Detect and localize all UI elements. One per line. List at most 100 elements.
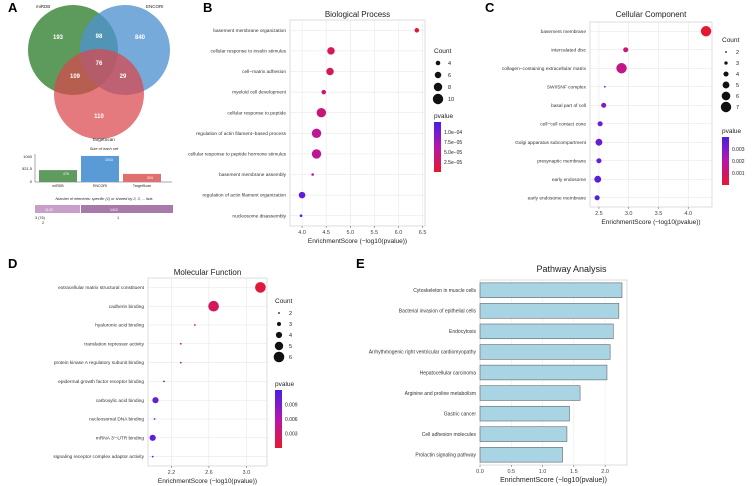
data-point	[311, 128, 322, 139]
term-label: nucleosome disassembly	[232, 213, 286, 219]
data-point	[596, 158, 602, 164]
size-legend-label: 3	[736, 61, 739, 67]
data-point	[153, 418, 156, 420]
shared-elements-bar-2	[35, 205, 80, 213]
size-legend-dot	[278, 312, 280, 314]
color-legend-title: pvalue	[434, 113, 454, 120]
pathway-bar	[479, 447, 563, 463]
pathway-label: Prolactin signaling pathway	[415, 453, 476, 459]
term-label: cellular response to insulin stimulus	[211, 49, 287, 55]
pathway-label: Hepatocellular carcinoma	[420, 370, 477, 376]
pathway-label: Arrhythmogenic right ventricular cardiom…	[369, 350, 477, 356]
panel-label-a: A	[8, 0, 18, 15]
size-legend-dot	[722, 81, 730, 89]
size-legend-label: 4	[736, 72, 739, 78]
set-size-bar-label: 324	[147, 176, 153, 180]
size-legend-dot	[724, 61, 728, 65]
data-point	[151, 455, 154, 458]
term-label: protein kinase A regulatory subunit bind…	[54, 360, 144, 366]
x-tick-label: 5.0	[346, 230, 354, 236]
set-size-bar-label: 1043	[105, 158, 113, 162]
size-legend-dot	[435, 60, 441, 66]
size-legend-dot	[274, 341, 284, 351]
size-legend-label: 5	[289, 344, 292, 350]
x-tick-label: 1.5	[570, 469, 578, 475]
set-size-category: TargetScan	[133, 184, 151, 188]
size-legend-label: 3	[289, 322, 292, 328]
venn-count-mirdb-encori: 98	[96, 34, 103, 40]
term-label: cellular response to peptide	[227, 110, 286, 116]
pathway-bar	[479, 385, 581, 401]
pathway-bar	[479, 344, 611, 360]
pathway-bar	[479, 303, 620, 319]
shared-elements-side-label: 3 (76)	[35, 216, 46, 220]
color-legend-bar	[722, 137, 729, 185]
venn-set-label-targetscan: TargetScan	[92, 137, 115, 142]
term-label: cell−cell contact zone	[540, 121, 586, 127]
size-legend-dot	[720, 101, 732, 113]
plot-area	[289, 19, 426, 227]
data-point	[149, 434, 156, 441]
x-tick-label: 6.5	[419, 230, 427, 236]
size-legend-title: Count	[434, 48, 452, 55]
set-size-ytick: 521.5	[22, 166, 33, 171]
data-point	[208, 300, 219, 312]
panel-cellular-component: Cellular Component 2.5 3.0 3.5 4.0 basement m…	[502, 10, 745, 226]
venn-set-label-mirdb: miRDB	[36, 4, 50, 9]
data-point	[414, 28, 420, 33]
pathway-label: Bacterial invasion of epithelial cells	[399, 309, 477, 315]
data-point	[603, 85, 606, 88]
x-tick-label: 0.5	[507, 469, 515, 475]
x-tick-label: 4.5	[322, 230, 330, 236]
shared-elements-tick: 2	[42, 221, 44, 225]
x-axis-label: EnrichmentScore (−log10(pvalue))	[308, 238, 407, 245]
data-point	[594, 175, 602, 183]
data-point	[163, 380, 165, 383]
x-tick-label: 3.5	[655, 211, 663, 217]
shared-elements-value-1: 1412	[110, 208, 118, 212]
color-legend-tick: 0.003	[285, 432, 298, 438]
pathway-label: Cytoskeleton in muscle cells	[413, 288, 476, 294]
data-point	[298, 191, 306, 199]
size-legend-dot	[273, 351, 285, 363]
size-legend-dot	[721, 91, 731, 101]
term-label: cell−matrix adhesion	[242, 69, 286, 75]
size-legend-dot	[433, 82, 443, 92]
x-axis-label: EnrichmentScore (−log10(pvalue))	[601, 219, 700, 226]
data-point	[700, 26, 712, 37]
shared-elements-bar-1	[81, 205, 173, 213]
set-size-bar-label: 476	[63, 172, 69, 176]
color-legend-tick: 5.0e−05	[444, 150, 462, 156]
data-point	[311, 149, 322, 159]
size-legend-dot	[725, 51, 727, 53]
pathway-bar	[479, 323, 614, 340]
data-point	[595, 138, 603, 146]
set-size-category: miRDB	[52, 184, 64, 188]
pathway-bar	[479, 426, 568, 442]
color-legend-tick: 0.006	[285, 417, 298, 423]
venn-diagram: miRDB ENCORI TargetScan 193 840 110 98 1…	[28, 4, 170, 142]
x-tick-label: 1.0	[539, 469, 547, 475]
term-label: nucleosomal DNA binding	[89, 417, 144, 423]
size-legend-dot	[434, 71, 442, 79]
term-label: collagen−containing extracellular matrix	[502, 66, 587, 72]
color-legend-bar	[275, 390, 282, 448]
size-legend-dot	[277, 322, 281, 326]
venn-count-mirdb-targetscan: 109	[70, 74, 81, 80]
term-label: presynaptic membrane	[537, 158, 586, 164]
chart-title: Molecular Function	[174, 268, 242, 277]
set-size-bar	[39, 170, 77, 182]
color-legend-bar	[434, 122, 441, 172]
term-label: basement membrane organization	[213, 28, 286, 34]
color-legend-tick: 0.003	[732, 147, 745, 153]
color-legend-tick: 1.0e−04	[444, 130, 462, 136]
shared-elements-value-2: 1143	[45, 208, 53, 212]
pathway-bar	[479, 282, 623, 298]
x-axis-label: EnrichmentScore (−log10(pvalue))	[158, 478, 257, 485]
set-size-title: Size of each set	[90, 146, 119, 151]
x-tick-label: 2.2	[168, 470, 176, 476]
size-legend-label: 4	[289, 333, 292, 339]
color-legend-tick: 0.009	[285, 403, 298, 409]
plot-area	[589, 21, 713, 208]
